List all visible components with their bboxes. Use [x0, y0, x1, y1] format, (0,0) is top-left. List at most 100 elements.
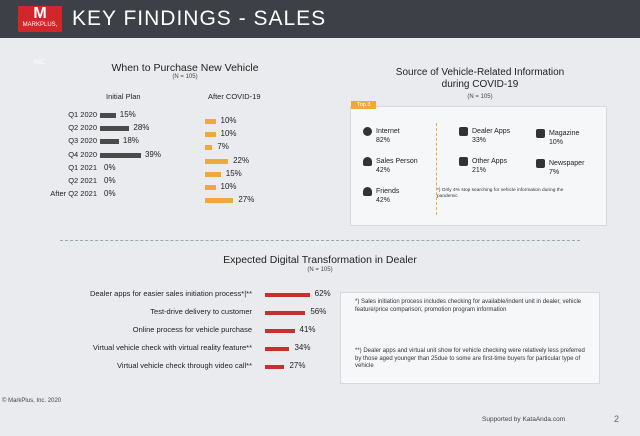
source-item-label: Other Apps: [472, 158, 508, 165]
purchase-after-bar: [205, 145, 213, 151]
purchase-after-bar: [205, 185, 216, 190]
digital-row-label: Dealer apps for easier sales initiation …: [89, 289, 252, 298]
top3-tag: Top 3: [351, 101, 377, 109]
note-1: *) Sales initiation process includes che…: [355, 299, 582, 313]
purchase-initial-bar: [100, 139, 119, 145]
digital-row-label: Virtual vehicle check through video call…: [117, 361, 252, 370]
source-item-label: Internet: [376, 128, 400, 135]
source-item-value: 21%: [472, 167, 487, 174]
purchase-initial-value: 0%: [104, 162, 116, 172]
source-item-label: Sales Person: [376, 158, 418, 165]
person-icon: [363, 157, 372, 166]
purchase-row-label: After Q2 2021: [50, 189, 97, 199]
purchase-after-value: 10%: [220, 182, 237, 191]
purchase-after-value: 7%: [217, 142, 229, 152]
purchase-initial-value: 39%: [144, 149, 161, 159]
purchase-after-value: 10%: [220, 129, 237, 139]
source-item: Internet 82%: [363, 127, 400, 145]
header-bar: M MARKPLUS, INC. KEY FINDINGS - SALES: [0, 0, 640, 66]
logo-text: MARKPLUS, INC.: [22, 22, 58, 66]
section-divider: [60, 240, 580, 241]
apps-icon: [459, 157, 468, 166]
col-after-covid: After COVID-19: [208, 92, 261, 101]
digital-value: 34%: [294, 343, 311, 352]
note-2: **) Dealer apps and virtual unit show fo…: [355, 348, 585, 369]
purchase-after-value: 15%: [225, 168, 242, 178]
purchase-initial-value: 28%: [133, 123, 150, 133]
digital-chart-subtitle: (N = 105): [307, 267, 333, 273]
markplus-logo: M MARKPLUS, INC.: [18, 5, 62, 66]
purchase-chart-title: When to Purchase New Vehicle: [111, 62, 259, 74]
source-item: Newspaper 7%: [536, 159, 584, 177]
digital-bar: [265, 293, 310, 297]
source-item: Magazine 10%: [536, 129, 579, 147]
purchase-after-bar: [205, 198, 234, 204]
source-panel: Top 3 Internet 82% Sales Person 42% Friends 4…: [350, 101, 607, 226]
col-initial-plan: Initial Plan: [106, 92, 141, 101]
purchase-after-value: 22%: [233, 155, 250, 165]
purchase-initial-value: 0%: [104, 176, 116, 185]
source-item: Friends 42%: [363, 187, 399, 205]
source-item: Dealer Apps 33%: [459, 127, 510, 145]
source-item: Sales Person 42%: [363, 157, 418, 175]
source-item-value: 10%: [549, 139, 564, 146]
digital-bar: [265, 365, 285, 369]
magazine-icon: [536, 129, 545, 138]
digital-bar: [265, 347, 290, 351]
digital-value: 56%: [310, 307, 327, 316]
purchase-after-bar: [205, 132, 216, 138]
source-item-label: Dealer Apps: [472, 128, 511, 135]
purchase-after-bar: [205, 171, 221, 177]
digital-value: 27%: [289, 361, 306, 370]
digital-value: 62%: [314, 289, 331, 298]
purchase-after-value: 27%: [238, 195, 255, 205]
source-item-label: Friends: [376, 188, 400, 195]
slide-title: KEY FINDINGS - SALES: [72, 7, 327, 30]
source-panel-subtitle: (N = 105): [467, 94, 493, 100]
digital-row-label: Virtual vehicle check with virtual reali…: [92, 343, 252, 352]
source-panel-title: Source of Vehicle-Related Information du…: [395, 67, 565, 90]
digital-bar: [265, 311, 306, 315]
purchase-row-label: Q2 2020: [68, 123, 97, 133]
purchase-after-bar: [205, 119, 216, 124]
digital-row-label: Online process for vehicle purchase: [132, 325, 252, 334]
purchase-initial-bar: [100, 113, 116, 118]
purchase-row-label: Q1 2021: [68, 162, 97, 172]
notes-box: *) Sales initiation process includes che…: [340, 292, 600, 384]
logo-mark: M: [33, 5, 47, 22]
supported-by: Supported by KataAnda.com: [482, 416, 566, 423]
digital-chart-title: Expected Digital Transformation in Deale…: [223, 254, 417, 266]
purchase-initial-bar: [100, 152, 141, 158]
purchase-initial-bar: [100, 126, 130, 132]
digital-row-label: Test-drive delivery to customer: [150, 307, 252, 316]
phone-icon: [459, 127, 468, 136]
source-item: Other Apps 21%: [459, 157, 507, 175]
source-item-label: Newspaper: [549, 160, 585, 167]
purchase-after-value: 10%: [220, 116, 237, 125]
globe-icon: [363, 127, 372, 136]
source-item-value: 7%: [549, 169, 560, 176]
purchase-initial-value: 18%: [122, 136, 139, 146]
page-number: 2: [614, 414, 620, 424]
source-item-label: Magazine: [549, 130, 580, 137]
purchase-after-bar: [205, 158, 229, 164]
source-item-value: 33%: [472, 137, 487, 144]
source-item-value: 42%: [376, 197, 391, 204]
source-note: *) Only 4% stop searching for vehicle in…: [437, 188, 564, 199]
purchase-initial-value: 15%: [119, 110, 136, 119]
newspaper-icon: [536, 159, 545, 168]
purchase-chart-subtitle: (N = 105): [172, 74, 198, 80]
purchase-initial-value: 0%: [104, 189, 116, 199]
top3-divider: [436, 123, 437, 215]
source-item-value: 82%: [376, 137, 391, 144]
purchase-row-label: Q3 2020: [68, 136, 97, 146]
digital-bar: [265, 329, 295, 333]
digital-value: 41%: [299, 325, 316, 334]
purchase-row-label: Q2 2021: [68, 176, 97, 185]
friends-icon: [363, 187, 372, 196]
copyright: © MarkPlus, Inc. 2020: [2, 398, 62, 404]
source-item-value: 42%: [376, 167, 391, 174]
purchase-row-label: Q4 2020: [68, 149, 97, 159]
purchase-row-label: Q1 2020: [68, 110, 97, 119]
